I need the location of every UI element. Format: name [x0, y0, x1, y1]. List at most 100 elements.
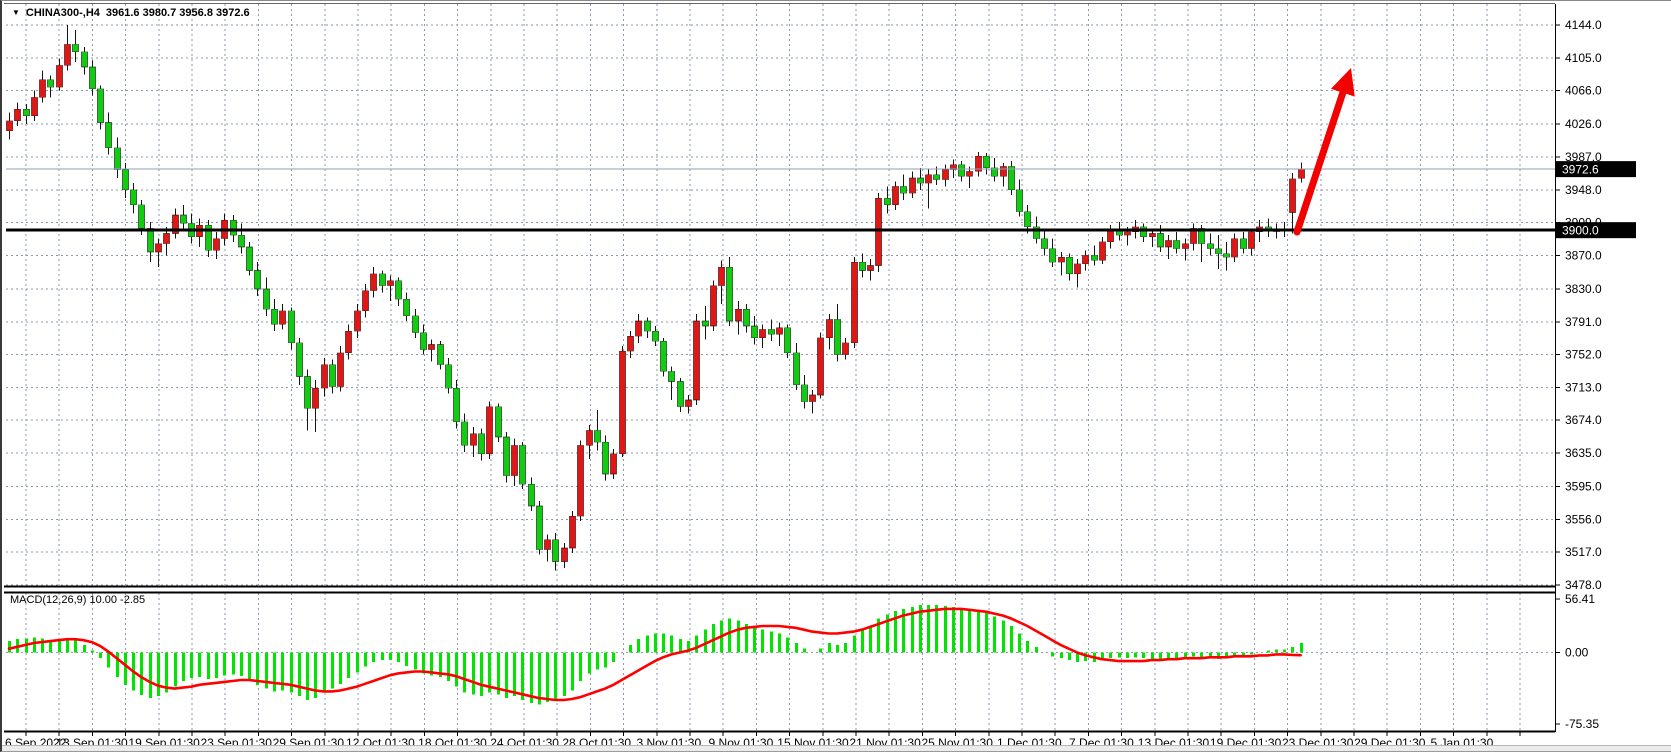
candle-body-bull: [1165, 239, 1172, 248]
price-tick-label: 3791.0: [1565, 315, 1602, 329]
candle-body-bull: [826, 318, 833, 339]
candle-body-bull: [710, 285, 717, 327]
candle-body-bull: [370, 273, 377, 292]
candle-body-bear: [503, 436, 510, 476]
candle-body-bear: [552, 539, 559, 562]
candle-body-bear: [1049, 248, 1056, 263]
trend-arrow[interactable]: [1293, 68, 1355, 236]
candle-body-bear: [453, 387, 460, 423]
candle-body-bear: [1091, 255, 1098, 261]
svg-text:3972.6: 3972.6: [1562, 163, 1599, 177]
candle-body-bear: [271, 308, 278, 325]
price-badge-hline: 3900.0: [1556, 222, 1636, 239]
candle-body-bear: [751, 325, 758, 339]
candle-body-bear: [859, 261, 866, 271]
candle-body-bear: [254, 270, 261, 290]
candle-body-bear: [1033, 226, 1040, 239]
candle-body-bear: [288, 310, 295, 344]
price-tick-label: 3948.0: [1565, 183, 1602, 197]
macd-tick-label: 56.41: [1565, 592, 1595, 606]
candle-body-bear: [834, 318, 841, 355]
ohlc-values-label: 3961.6 3980.7 3956.8 3972.6: [105, 7, 250, 19]
candle-body-bull: [172, 214, 179, 234]
price-tick-label: 3556.0: [1565, 512, 1602, 526]
macd-tick-label: 0.00: [1565, 646, 1589, 660]
candle-body-bull: [569, 515, 576, 549]
candle-body-bear: [1157, 233, 1164, 248]
candle-body-bull: [1182, 243, 1189, 249]
candle-body-bear: [660, 340, 667, 372]
candle-body-bull: [718, 266, 725, 286]
candle-body-bear: [81, 51, 88, 68]
candle-body-bull: [1082, 255, 1089, 265]
candle-body-bear: [784, 327, 791, 354]
grid-layer: [6, 4, 1555, 730]
candle-body-bull: [511, 445, 518, 476]
candle-body-bull: [279, 310, 286, 325]
candle-body-bull: [685, 399, 692, 408]
candle-body-bull: [64, 44, 71, 66]
candle-body-bear: [130, 189, 137, 206]
candle-body-bull: [925, 174, 932, 184]
candle-body-bull: [867, 265, 874, 271]
candle-body-bull: [1058, 256, 1065, 263]
candle-body-bear: [180, 214, 187, 224]
candle-body-bull: [842, 342, 849, 355]
candle-body-bear: [246, 246, 253, 271]
candle-body-bear: [461, 421, 468, 446]
price-tick-label: 3595.0: [1565, 480, 1602, 494]
candle-body-bear: [1140, 226, 1147, 238]
candle-body-bull: [1000, 165, 1007, 177]
candle-body-bear: [47, 79, 54, 88]
pane-borders: [4, 3, 1557, 733]
price-tick-label: 4144.0: [1565, 18, 1602, 32]
candle-body-bear: [702, 320, 709, 327]
price-tick-label: 3752.0: [1565, 348, 1602, 362]
price-tick-label: 3870.0: [1565, 248, 1602, 262]
candle-body-bull: [619, 350, 626, 455]
price-tick-label: 3478.0: [1565, 578, 1602, 592]
candle-body-bear: [958, 164, 965, 177]
candle-body-bear: [793, 352, 800, 386]
candle-body-bull: [155, 243, 162, 253]
candle-body-bull: [776, 327, 783, 335]
price-tick-label: 3987.0: [1565, 150, 1602, 164]
candle-body-bull: [486, 406, 493, 455]
candle-body-bear: [89, 66, 96, 90]
candle-body-bull: [544, 539, 551, 550]
candle-body-bear: [445, 364, 452, 389]
candle-body-bear: [1173, 239, 1180, 249]
candle-body-bull: [809, 394, 816, 402]
candle-body-bear: [379, 273, 386, 286]
candle-body-bull: [1231, 238, 1238, 258]
candle-body-bear: [329, 364, 336, 387]
candle-body-bull: [321, 364, 328, 389]
candle-body-bear: [1215, 248, 1222, 255]
chevron-down-icon[interactable]: ▼: [12, 8, 20, 17]
candle-body-bear: [1008, 165, 1015, 191]
candle-body-bear: [1066, 256, 1073, 275]
candle-body-bear: [917, 177, 924, 184]
candle-body-bear: [1207, 243, 1214, 249]
candle-body-bull: [14, 108, 21, 122]
price-tick-label: 4026.0: [1565, 117, 1602, 131]
candle-body-bull: [817, 337, 824, 396]
candle-body-bear: [97, 88, 104, 123]
candle-body-bull: [950, 164, 957, 170]
candle-body-bull: [1107, 229, 1114, 243]
candle-body-bear: [594, 429, 601, 443]
candle-body-bear: [1240, 238, 1247, 249]
macd-histogram: [8, 605, 1303, 705]
candle-body-bear: [1198, 228, 1205, 244]
candle-body-bear: [263, 288, 270, 310]
candle-body-bull: [693, 320, 700, 401]
candle-body-bear: [296, 342, 303, 377]
candle-body-bear: [668, 371, 675, 382]
candle-body-bull: [561, 547, 568, 562]
candle-body-bull: [586, 429, 593, 446]
candle-body-bear: [801, 384, 808, 402]
candle-body-bear: [23, 108, 30, 117]
candle-body-bull: [1149, 233, 1156, 238]
